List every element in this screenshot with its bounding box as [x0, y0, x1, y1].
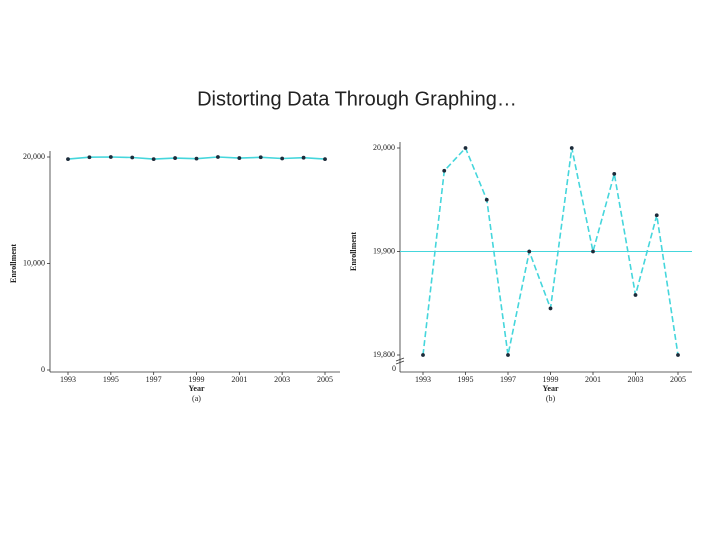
x-tick-label: 2005 [670, 375, 686, 384]
data-point [301, 155, 306, 160]
x-tick-label: 1993 [60, 375, 76, 384]
axis-break [395, 357, 405, 365]
data-point [442, 168, 447, 173]
data-point [323, 157, 327, 162]
data-point [591, 249, 595, 254]
x-tick-label: 1995 [103, 375, 119, 384]
y-axis-label: Enrollment [349, 232, 358, 271]
data-point [569, 146, 574, 150]
data-point [130, 155, 135, 160]
x-tick-label: 1997 [146, 375, 162, 384]
data-point [237, 156, 242, 160]
x-tick-label: 1999 [543, 375, 559, 384]
data-point [280, 156, 285, 161]
data-point [612, 171, 617, 176]
data-point [676, 353, 680, 357]
x-tick-label: 1993 [415, 375, 431, 384]
x-tick-label: 2003 [274, 375, 290, 384]
data-point [194, 156, 199, 161]
data-point [527, 249, 532, 254]
slide-title: Distorting Data Through Graphing… [197, 88, 517, 110]
data-point [87, 155, 92, 160]
y-tick-label: 19,800 [373, 350, 395, 359]
data-point [173, 156, 177, 160]
y-tick-label: 0 [41, 365, 45, 374]
y-tick-label: 19,900 [373, 246, 395, 255]
x-axis-label: Year [543, 384, 559, 393]
y-tick-label: 10,000 [23, 258, 45, 267]
caption: (a) [192, 394, 201, 403]
x-axis-label: Year [189, 384, 205, 393]
data-point [484, 197, 489, 202]
y-tick-label: 20,000 [23, 152, 45, 161]
data-point [654, 213, 659, 218]
x-tick-label: 2001 [585, 375, 601, 384]
y-tick-label: 20,000 [373, 143, 395, 152]
y-axis-label: Enrollment [9, 244, 18, 283]
data-point [633, 293, 638, 297]
x-tick-label: 1999 [189, 375, 205, 384]
x-tick-label: 1997 [500, 375, 516, 384]
data-point [258, 155, 263, 160]
data-point [108, 155, 113, 159]
data-point [463, 146, 468, 150]
data-point [151, 157, 156, 162]
caption: (b) [546, 394, 556, 403]
x-tick-label: 2003 [628, 375, 644, 384]
x-tick-label: 2005 [317, 375, 333, 384]
data-point [216, 155, 220, 159]
x-tick-label: 1995 [458, 375, 474, 384]
x-tick-label: 2001 [231, 375, 247, 384]
data-point [548, 306, 553, 311]
data-point [421, 353, 425, 357]
data-point [66, 157, 70, 162]
data-point [506, 353, 510, 357]
axis-break-label: 0 [392, 364, 396, 373]
